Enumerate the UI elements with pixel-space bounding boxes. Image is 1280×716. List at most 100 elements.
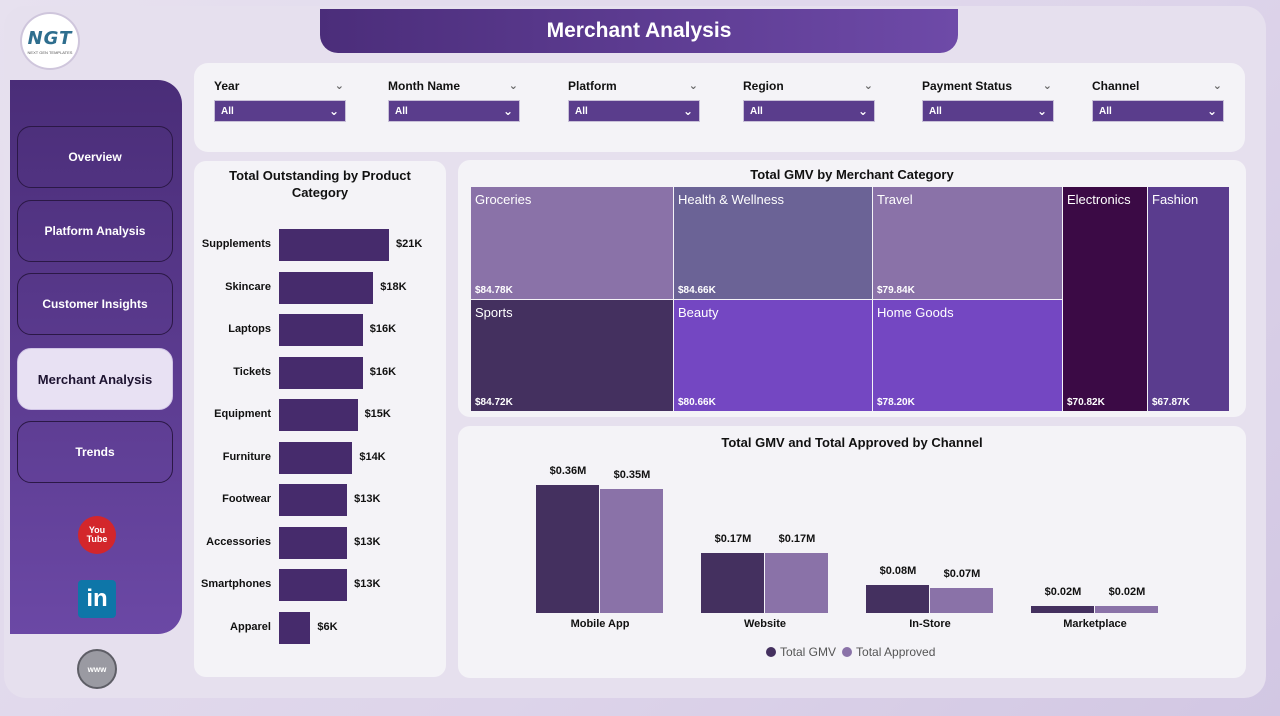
chevron-down-icon[interactable]: ⌄ bbox=[863, 80, 873, 92]
treemap-tile-value: $70.82K bbox=[1067, 397, 1105, 408]
channel-bar-gmv[interactable] bbox=[866, 584, 929, 613]
globe-icon[interactable]: www bbox=[77, 649, 117, 689]
treemap-tile-name: Groceries bbox=[475, 192, 532, 207]
bar-category-label: Equipment bbox=[214, 408, 271, 420]
channel-bar-value: $0.08M bbox=[879, 564, 917, 577]
filter-dropdown[interactable]: All ⌄ bbox=[388, 100, 520, 122]
filter-dropdown[interactable]: All ⌄ bbox=[214, 100, 346, 122]
bar-value-label: $6K bbox=[317, 620, 338, 633]
outstanding-bar[interactable] bbox=[279, 611, 311, 644]
treemap-tile-value: $78.20K bbox=[877, 397, 915, 408]
chevron-down-icon[interactable]: ⌄ bbox=[1042, 80, 1052, 92]
filter-value: All bbox=[929, 105, 942, 117]
treemap-title: Total GMV by Merchant Category bbox=[750, 167, 954, 182]
legend-entry[interactable]: Total Approved bbox=[856, 645, 936, 659]
outstanding-bar[interactable] bbox=[279, 484, 348, 516]
outstanding-by-product-card: Total Outstanding by Product Category Su… bbox=[194, 161, 446, 677]
treemap-tile-fashion[interactable]: Fashion $67.87K bbox=[1148, 187, 1229, 411]
outstanding-bar[interactable] bbox=[279, 569, 348, 601]
filter-dropdown[interactable]: All ⌄ bbox=[568, 100, 700, 122]
filter-dropdown[interactable]: All ⌄ bbox=[922, 100, 1054, 122]
filter-label-row[interactable]: Channel ⌄ bbox=[1092, 79, 1224, 93]
treemap-tile-value: $67.87K bbox=[1152, 397, 1190, 408]
filter-label-row[interactable]: Month Name ⌄ bbox=[388, 79, 520, 93]
nav-button-trends[interactable]: Trends bbox=[17, 421, 173, 483]
bar-category-label: Laptops bbox=[228, 323, 271, 335]
treemap-tile-groceries[interactable]: Groceries $84.78K bbox=[471, 187, 673, 299]
treemap-tile-beauty[interactable]: Beauty $80.66K bbox=[674, 300, 872, 411]
channel-bar-value: $0.02M bbox=[1044, 585, 1082, 598]
treemap-tile-electronics[interactable]: Electronics $70.82K bbox=[1063, 187, 1147, 411]
nav-button-customer-insights[interactable]: Customer Insights bbox=[17, 273, 173, 335]
bar-value-label: $16K bbox=[369, 365, 397, 378]
channel-bar-approved[interactable] bbox=[765, 552, 828, 613]
chevron-down-icon: ⌄ bbox=[502, 104, 513, 118]
youtube-icon-text-a: You bbox=[88, 525, 106, 535]
treemap-tile-value: $84.66K bbox=[678, 285, 716, 296]
filter-platform: Platform ⌄ All ⌄ bbox=[568, 79, 700, 122]
outstanding-bar[interactable] bbox=[279, 441, 353, 474]
chevron-down-icon[interactable]: ⌄ bbox=[508, 80, 518, 92]
filter-label: Month Name bbox=[388, 79, 460, 93]
bar-category-label: Supplements bbox=[201, 238, 271, 250]
channel-category-label: In-Store bbox=[909, 618, 951, 630]
filter-label-row[interactable]: Payment Status ⌄ bbox=[922, 79, 1054, 93]
legend-entry[interactable]: Total GMV bbox=[780, 645, 837, 659]
filter-label: Year bbox=[214, 79, 240, 93]
treemap-tile-name: Health & Wellness bbox=[678, 192, 784, 207]
filter-value: All bbox=[575, 105, 588, 117]
filter-label-row[interactable]: Platform ⌄ bbox=[568, 79, 700, 93]
treemap-tile-travel[interactable]: Travel $79.84K bbox=[873, 187, 1062, 299]
bar-value-label: $14K bbox=[359, 450, 386, 463]
linkedin-icon[interactable]: in bbox=[78, 580, 116, 618]
bar-value-label: $13K bbox=[354, 578, 381, 590]
treemap-tile-value: $84.72K bbox=[475, 397, 513, 408]
channel-category-label: Website bbox=[744, 618, 786, 630]
filter-label: Payment Status bbox=[922, 79, 1013, 93]
channel-bar-gmv[interactable] bbox=[536, 485, 599, 613]
channel-bar-gmv[interactable] bbox=[1031, 605, 1094, 613]
logo-mark: NGT bbox=[27, 27, 73, 49]
filter-dropdown[interactable]: All ⌄ bbox=[1092, 100, 1224, 122]
nav-button-overview[interactable]: Overview bbox=[17, 126, 173, 188]
filter-value: All bbox=[1099, 105, 1112, 117]
nav-button-merchant-analysis[interactable]: Merchant Analysis bbox=[17, 348, 173, 410]
channel-bar-value: $0.17M bbox=[778, 532, 816, 545]
channel-bar-approved[interactable] bbox=[1095, 605, 1158, 613]
filter-label-row[interactable]: Year ⌄ bbox=[214, 79, 346, 93]
chevron-down-icon[interactable]: ⌄ bbox=[688, 80, 698, 92]
channel-bar-gmv[interactable] bbox=[701, 552, 764, 613]
bar-category-label: Apparel bbox=[230, 620, 271, 633]
filter-label-row[interactable]: Region ⌄ bbox=[743, 79, 875, 93]
brand-logo[interactable]: NGT NEXT GEN TEMPLATES bbox=[20, 12, 80, 70]
outstanding-bar[interactable] bbox=[279, 271, 374, 304]
page-title: Merchant Analysis bbox=[320, 9, 958, 53]
channel-bar-approved[interactable] bbox=[600, 488, 663, 613]
channel-bar-value: $0.02M bbox=[1108, 585, 1146, 598]
channel-bar-approved[interactable] bbox=[930, 588, 993, 613]
bar-value-label: $15K bbox=[364, 408, 391, 420]
bar-category-label: Skincare bbox=[225, 280, 271, 293]
outstanding-bar[interactable] bbox=[279, 399, 358, 431]
treemap-tile-health-wellness[interactable]: Health & Wellness $84.66K bbox=[674, 187, 872, 299]
sidebar: Overview Platform Analysis Customer Insigh… bbox=[10, 80, 182, 634]
legend-dot bbox=[766, 647, 776, 657]
treemap-tile-name: Beauty bbox=[678, 305, 719, 320]
nav-button-platform-analysis[interactable]: Platform Analysis bbox=[17, 200, 173, 262]
youtube-icon[interactable]: You Tube bbox=[78, 516, 116, 554]
channel-bar-value: $0.17M bbox=[714, 532, 752, 545]
chevron-down-icon[interactable]: ⌄ bbox=[1212, 80, 1222, 92]
outstanding-bar[interactable] bbox=[279, 314, 363, 346]
chevron-down-icon[interactable]: ⌄ bbox=[334, 80, 344, 92]
outstanding-bar[interactable] bbox=[279, 229, 389, 261]
outstanding-bar[interactable] bbox=[279, 356, 363, 389]
chevron-down-icon: ⌄ bbox=[328, 104, 339, 118]
bar-value-label: $18K bbox=[380, 280, 407, 293]
outstanding-bar[interactable] bbox=[279, 526, 348, 559]
filter-dropdown[interactable]: All ⌄ bbox=[743, 100, 875, 122]
filter-payment-status: Payment Status ⌄ All ⌄ bbox=[922, 79, 1054, 122]
treemap-tile-sports[interactable]: Sports $84.72K bbox=[471, 300, 673, 411]
treemap-tile-home-goods[interactable]: Home Goods $78.20K bbox=[873, 300, 1062, 411]
filter-year: Year ⌄ All ⌄ bbox=[214, 79, 346, 122]
bar-category-label: Smartphones bbox=[201, 578, 272, 590]
